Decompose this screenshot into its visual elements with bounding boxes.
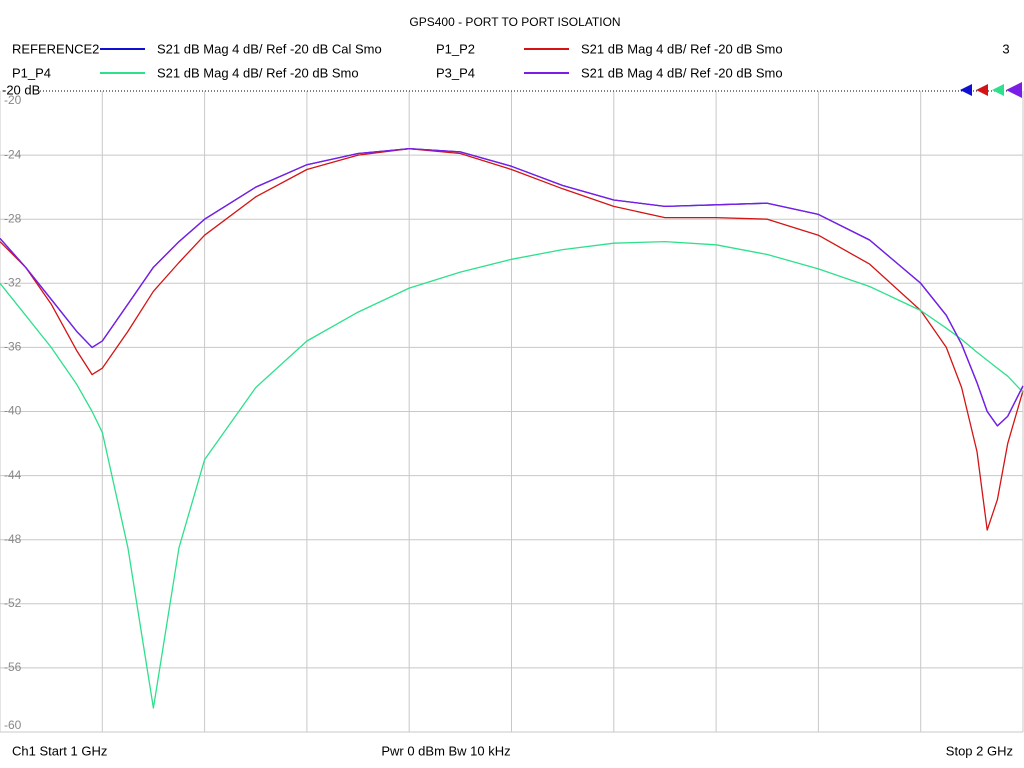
marker — [992, 84, 1004, 96]
trace-line — [0, 148, 1024, 531]
footer-stop: Stop 2 GHz — [946, 743, 1013, 758]
y-tick-label: -48 — [4, 532, 22, 546]
y-tick-label: -40 — [4, 404, 22, 418]
trace-line — [0, 240, 1024, 709]
y-tick-label: -24 — [4, 147, 22, 161]
y-tick-label: -36 — [4, 340, 22, 354]
legend-description: S21 dB Mag 4 dB/ Ref -20 dB Smo — [581, 41, 783, 56]
legend-description: S21 dB Mag 4 dB/ Ref -20 dB Cal Smo — [157, 41, 382, 56]
marker — [976, 84, 988, 96]
legend-name: REFERENCE2 — [12, 41, 99, 56]
chart-title: GPS400 - PORT TO PORT ISOLATION — [409, 15, 620, 29]
legend-name: P1_P4 — [12, 65, 51, 80]
y-tick-label: -32 — [4, 275, 22, 289]
y-tick-label: -56 — [4, 660, 22, 674]
legend-name: P3_P4 — [436, 65, 475, 80]
trace-line — [0, 148, 1024, 427]
markers — [960, 82, 1022, 98]
y-tick-label: -20 — [4, 93, 22, 107]
trace-count: 3 — [1002, 41, 1009, 56]
footer-center: Pwr 0 dBm Bw 10 kHz — [381, 743, 510, 758]
y-tick-label: -28 — [4, 211, 22, 225]
marker — [1006, 82, 1022, 98]
legend-description: S21 dB Mag 4 dB/ Ref -20 dB Smo — [157, 65, 359, 80]
y-tick-label: -60 — [4, 718, 22, 732]
y-tick-label: -52 — [4, 596, 22, 610]
marker — [960, 84, 972, 96]
footer-start: Ch1 Start 1 GHz — [12, 743, 107, 758]
legend-name: P1_P2 — [436, 41, 475, 56]
reference-label: -20 dB — [2, 82, 40, 97]
y-tick-label: -44 — [4, 468, 22, 482]
legend-description: S21 dB Mag 4 dB/ Ref -20 dB Smo — [581, 65, 783, 80]
